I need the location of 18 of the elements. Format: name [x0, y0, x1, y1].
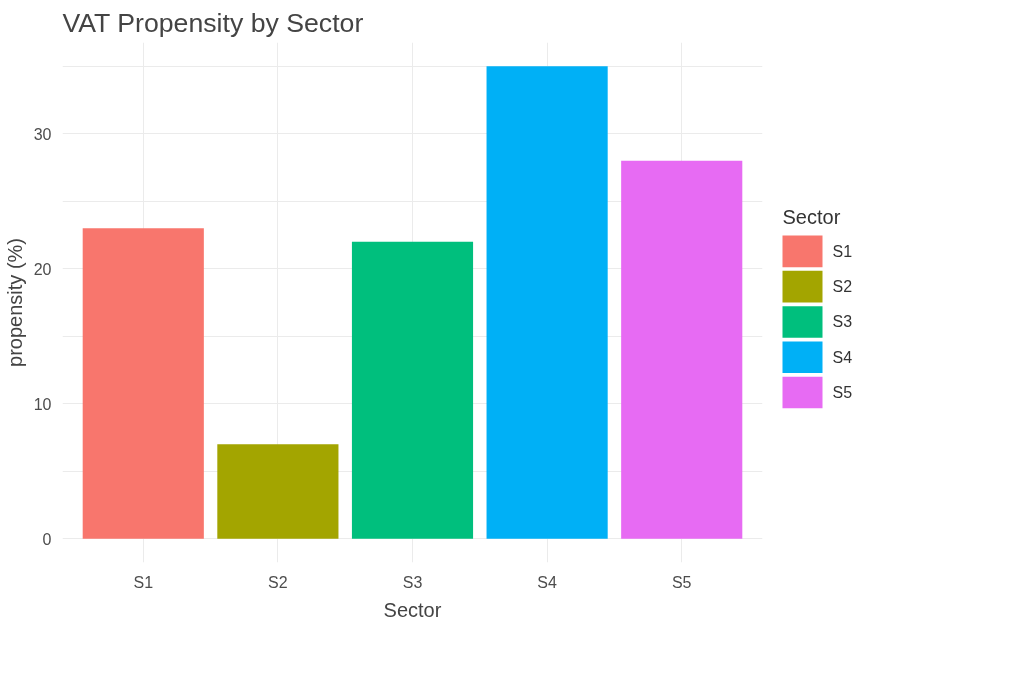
legend-label: S4 — [832, 348, 853, 366]
y-tick-label: 0 — [42, 530, 52, 548]
y-tick-label: 30 — [33, 125, 52, 143]
legend-label: S2 — [832, 278, 853, 296]
y-tick-label: 10 — [33, 395, 52, 413]
x-tick-label: S3 — [402, 573, 423, 591]
x-tick-label: S1 — [133, 573, 154, 591]
legend-title: Sector — [782, 206, 841, 229]
x-tick-label: S4 — [537, 573, 557, 591]
y-tick-label: 20 — [33, 260, 52, 278]
y-axis-title: propensity (%) — [3, 238, 26, 367]
x-axis-title: Sector — [383, 598, 442, 621]
legend-label: S3 — [832, 313, 853, 331]
x-tick-label: S5 — [671, 573, 692, 591]
legend-label: S5 — [832, 383, 853, 401]
legend-label: S1 — [832, 242, 853, 260]
chart-title: VAT Propensity by Sector — [62, 7, 364, 38]
x-tick-label: S2 — [268, 573, 288, 591]
